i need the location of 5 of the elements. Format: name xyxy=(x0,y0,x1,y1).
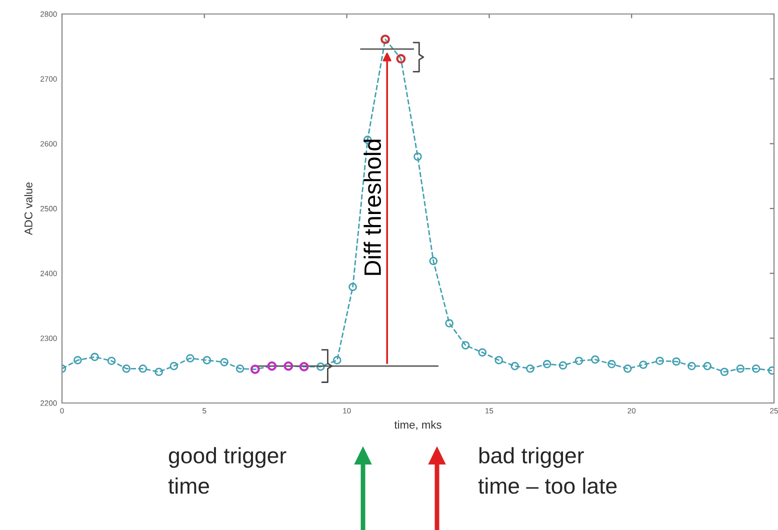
x-axis-title: time, mks xyxy=(394,420,442,430)
text: good trigger time xyxy=(168,447,286,494)
annotation: Diff threshold xyxy=(364,140,382,275)
y-axis-title: ADC value xyxy=(24,182,32,236)
text: bad trigger time – too late xyxy=(478,447,617,494)
